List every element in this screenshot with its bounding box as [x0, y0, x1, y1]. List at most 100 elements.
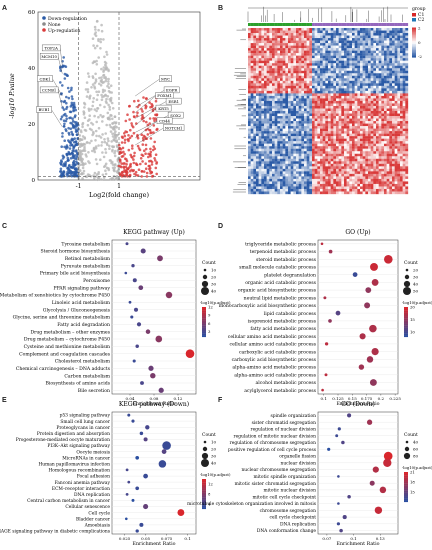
heatmap-cell [368, 85, 371, 89]
heatmap-cell [378, 186, 382, 190]
heatmap-cell [362, 53, 366, 56]
data-point [108, 105, 111, 109]
heatmap-cell [397, 40, 401, 44]
heatmap-cell [368, 90, 371, 94]
heatmap-cell [301, 38, 305, 41]
heatmap-cell [293, 40, 297, 44]
data-point [72, 147, 75, 151]
heatmap-cell [293, 171, 297, 175]
heatmap-cell [354, 63, 358, 66]
heatmap-cell [312, 50, 315, 54]
heatmap-cell [301, 95, 305, 99]
heatmap-cell [392, 136, 395, 139]
heatmap-cell [344, 108, 347, 112]
heatmap-cell [293, 128, 297, 132]
heatmap-cell [320, 171, 323, 175]
heatmap-cell [296, 88, 299, 92]
heatmap-cell [264, 78, 267, 81]
heatmap-cell [272, 40, 275, 44]
data-point [61, 173, 65, 177]
heatmap-cell [344, 40, 347, 44]
heatmap-cell [360, 176, 363, 180]
heatmap-cell [309, 108, 313, 112]
heatmap-cell [349, 141, 353, 144]
heatmap-cell [402, 118, 406, 122]
heatmap-cell [272, 105, 275, 109]
heatmap-cell [370, 73, 374, 76]
heatmap-cell [333, 183, 337, 187]
heatmap-cell [333, 50, 337, 54]
heatmap-cell [386, 58, 390, 61]
heatmap-cell [309, 161, 313, 164]
heatmap-cell [266, 131, 270, 134]
heatmap-cell [344, 100, 347, 104]
heatmap-cell [341, 70, 345, 74]
heatmap-cell [400, 151, 403, 154]
heatmap-cell [392, 146, 395, 149]
heatmap-cell [250, 105, 254, 109]
heatmap-cell [264, 65, 267, 69]
heatmap-cell [312, 98, 315, 102]
heatmap-cell [378, 85, 382, 89]
heatmap-cell [344, 68, 347, 71]
heatmap-cell [341, 168, 345, 172]
heatmap-cell [312, 78, 315, 81]
heatmap-cell [386, 136, 390, 139]
heatmap-cell [373, 168, 377, 172]
heatmap-cell [250, 166, 254, 169]
data-point [154, 159, 157, 162]
heatmap-cell [253, 178, 257, 182]
heatmap-cell [344, 116, 347, 119]
data-point [71, 132, 74, 136]
heatmap-cell [373, 60, 377, 64]
heatmap-cell [400, 103, 403, 107]
heatmap-cell [346, 146, 350, 149]
heatmap-cell [317, 153, 321, 157]
heatmap-cell [282, 50, 286, 54]
heatmap-cell [397, 65, 401, 69]
heatmap-cell [394, 48, 398, 51]
heatmap-cell [317, 111, 321, 114]
heatmap-cell [386, 158, 390, 162]
heatmap-cell [386, 95, 390, 99]
heatmap-cell [277, 171, 281, 175]
heatmap-cell [368, 111, 371, 114]
heatmap-cell [354, 148, 358, 152]
heatmap-cell [400, 123, 403, 127]
heatmap-cell [290, 48, 294, 51]
heatmap-cell [365, 80, 369, 84]
heatmap-cell [384, 143, 387, 147]
heatmap-cell [360, 178, 363, 182]
heatmap-cell [274, 166, 278, 169]
data-point [114, 149, 117, 153]
heatmap-cell [370, 58, 374, 61]
heatmap-cell [330, 100, 334, 104]
heatmap-cell [304, 153, 307, 157]
heatmap-cell [261, 181, 265, 185]
heatmap-cell [384, 90, 387, 94]
heatmap-cell [280, 73, 283, 76]
heatmap-cell [280, 28, 283, 31]
heatmap-cell [280, 48, 283, 51]
heatmap-cell [253, 183, 257, 187]
heatmap-cell [296, 35, 299, 39]
data-point [62, 125, 66, 128]
heatmap-cell [354, 53, 358, 56]
heatmap-cell [373, 141, 377, 144]
heatmap-cell [258, 58, 262, 61]
heatmap-cell [277, 85, 281, 89]
heatmap-cell [336, 90, 339, 94]
heatmap-cell [280, 105, 283, 109]
heatmap-cell [248, 138, 251, 142]
heatmap-cell [282, 30, 286, 34]
heatmap-cell [320, 153, 323, 157]
heatmap-cell [384, 178, 387, 182]
heatmap-cell [376, 163, 379, 167]
data-point [95, 109, 98, 113]
heatmap-cell [365, 153, 369, 157]
heatmap-cell [306, 191, 310, 195]
heatmap-cell [338, 166, 342, 169]
heatmap-cell [394, 80, 398, 84]
heatmap-cell [384, 83, 387, 86]
heatmap-cell [248, 80, 251, 84]
